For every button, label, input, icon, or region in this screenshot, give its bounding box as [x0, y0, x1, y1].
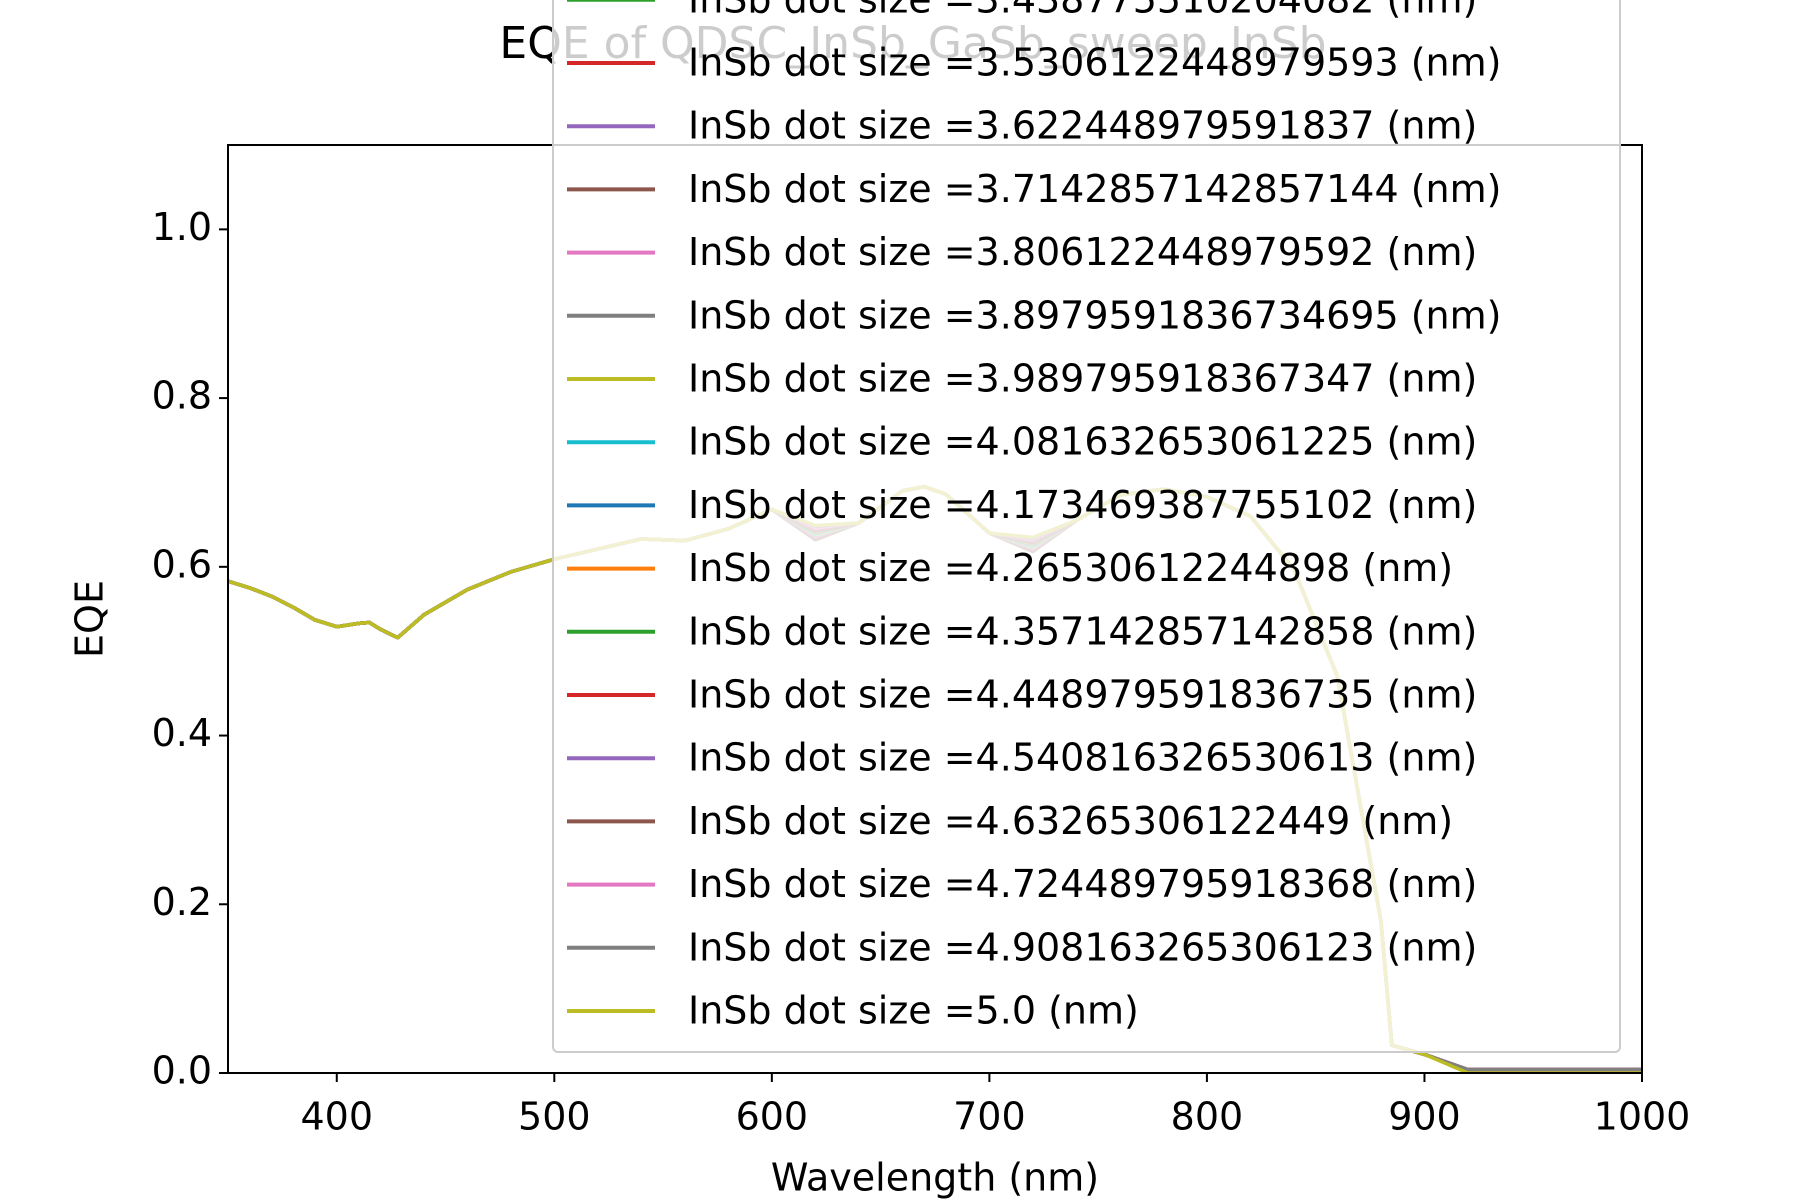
legend-label: InSb dot size =3.806122448979592 (nm) [688, 230, 1477, 274]
y-tick-label: 0.0 [152, 1049, 212, 1093]
legend-label: InSb dot size =4.540816326530613 (nm) [688, 736, 1477, 780]
legend-label: InSb dot size =3.438775510204082 (nm) [688, 0, 1477, 21]
legend-label: InSb dot size =3.5306122448979593 (nm) [688, 41, 1501, 85]
x-tick-label: 500 [518, 1095, 591, 1139]
x-tick-label: 400 [301, 1095, 374, 1139]
legend-box [552, 0, 1621, 1053]
legend-label: InSb dot size =4.357142857142858 (nm) [688, 609, 1477, 653]
legend-label: InSb dot size =5.0 (nm) [688, 989, 1139, 1033]
legend-label: InSb dot size =4.081632653061225 (nm) [688, 420, 1477, 464]
legend-label: InSb dot size =4.724489795918368 (nm) [688, 862, 1477, 906]
y-tick-label: 1.0 [152, 205, 212, 249]
y-tick-label: 0.2 [152, 880, 212, 924]
x-tick-label: 1000 [1594, 1095, 1691, 1139]
x-axis-label: Wavelength (nm) [771, 1156, 1099, 1200]
x-tick-label: 600 [736, 1095, 809, 1139]
legend-label: InSb dot size =3.7142857142857144 (nm) [688, 167, 1501, 211]
x-tick-label: 900 [1388, 1095, 1461, 1139]
legend-label: InSb dot size =4.26530612244898 (nm) [688, 546, 1453, 590]
legend-label: InSb dot size =3.622448979591837 (nm) [688, 104, 1477, 148]
legend-label: InSb dot size =4.173469387755102 (nm) [688, 483, 1477, 527]
x-tick-label: 800 [1171, 1095, 1244, 1139]
legend-label: InSb dot size =3.989795918367347 (nm) [688, 357, 1477, 401]
y-tick-label: 0.8 [152, 374, 212, 418]
x-tick-label: 700 [953, 1095, 1026, 1139]
legend-label: InSb dot size =4.908163265306123 (nm) [688, 925, 1477, 969]
legend-label: InSb dot size =3.8979591836734695 (nm) [688, 293, 1501, 337]
y-tick-label: 0.4 [152, 711, 212, 755]
legend-label: InSb dot size =4.63265306122449 (nm) [688, 799, 1453, 843]
legend-label: InSb dot size =4.448979591836735 (nm) [688, 673, 1477, 717]
y-tick-label: 0.6 [152, 542, 212, 586]
y-axis-label: EQE [68, 580, 112, 658]
